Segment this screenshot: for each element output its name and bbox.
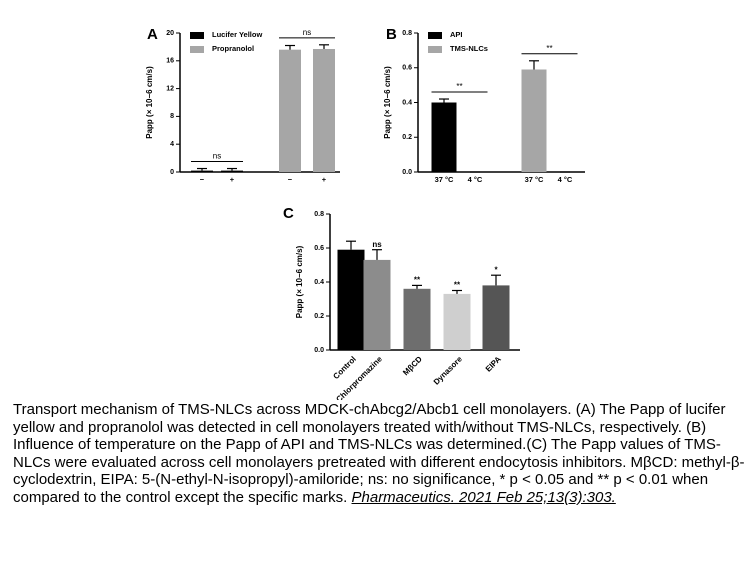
legend-label: Lucifer Yellow xyxy=(212,30,262,39)
bar xyxy=(443,293,471,350)
y-tick-label: 0.6 xyxy=(402,65,412,72)
bar xyxy=(521,69,547,172)
x-tick-label: − xyxy=(288,175,293,184)
legend-label: Propranolol xyxy=(212,44,254,53)
bar xyxy=(221,170,243,172)
bar xyxy=(482,285,510,350)
x-tick-label: 4 °C xyxy=(468,175,483,184)
citation[interactable]: Pharmaceutics. 2021 Feb 25;13(3):303. xyxy=(351,488,616,506)
y-tick-label: 20 xyxy=(166,30,174,37)
x-tick-label: EIPA xyxy=(484,354,503,373)
y-tick-label: 0.0 xyxy=(402,169,412,176)
x-tick-label: 37 °C xyxy=(435,175,454,184)
x-tick-label: − xyxy=(200,175,205,184)
panel-label: A xyxy=(147,26,158,43)
figure: A Papp (× 10−6 cm/s) 0 4 8 12 16 20 Lucifer Yell… xyxy=(145,26,585,400)
y-tick-label: 0 xyxy=(170,169,174,176)
x-tick-label: + xyxy=(322,175,327,184)
significance-label: ns xyxy=(303,28,311,37)
legend-label: API xyxy=(450,30,463,39)
significance-label: ns xyxy=(213,152,221,161)
x-tick-label: MβCD xyxy=(401,354,424,377)
x-tick-label: Dynasore xyxy=(432,354,465,387)
legend-swatch xyxy=(190,46,204,53)
legend-swatch xyxy=(428,46,442,53)
legend-swatch xyxy=(190,32,204,39)
y-axis-title: Papp (× 10−6 cm/s) xyxy=(383,66,392,139)
significance-label: * xyxy=(494,265,498,274)
panel-label: C xyxy=(283,205,294,222)
bar xyxy=(363,259,391,350)
y-tick-label: 0.6 xyxy=(314,245,324,252)
panel-label: B xyxy=(386,26,397,43)
y-axis-title: Papp (× 10−6 cm/s) xyxy=(295,245,304,318)
y-tick-label: 4 xyxy=(170,141,174,148)
significance-label: ** xyxy=(546,44,552,53)
x-tick-label: + xyxy=(230,175,235,184)
y-tick-label: 8 xyxy=(170,113,174,120)
y-tick-label: 0.0 xyxy=(314,347,324,354)
significance-label: ns xyxy=(372,240,382,249)
x-tick-label: 4 °C xyxy=(558,175,573,184)
y-tick-label: 16 xyxy=(166,58,174,65)
x-tick-label: Chlorpromazine xyxy=(334,354,384,400)
bar xyxy=(191,170,213,172)
y-tick-label: 0.8 xyxy=(314,211,324,218)
significance-label: ** xyxy=(414,276,421,285)
bar xyxy=(279,49,301,172)
y-tick-label: 0.2 xyxy=(402,134,412,141)
bar xyxy=(313,48,335,172)
significance-label: ** xyxy=(454,281,461,290)
legend-swatch xyxy=(428,32,442,39)
bar xyxy=(431,102,457,172)
y-tick-label: 12 xyxy=(166,85,174,92)
x-tick-label: 37 °C xyxy=(525,175,544,184)
bar xyxy=(403,288,431,350)
bar xyxy=(337,249,365,350)
caption-text: Transport mechanism of TMS-NLCs across M… xyxy=(13,401,745,506)
y-tick-label: 0.4 xyxy=(402,99,412,106)
caption: Transport mechanism of TMS-NLCs across M… xyxy=(13,401,751,507)
y-tick-label: 0.4 xyxy=(314,279,324,286)
y-tick-label: 0.8 xyxy=(402,30,412,37)
significance-label: ** xyxy=(456,82,462,91)
legend-label: TMS-NLCs xyxy=(450,44,488,53)
y-tick-label: 0.2 xyxy=(314,313,324,320)
y-axis-title: Papp (× 10−6 cm/s) xyxy=(145,66,154,139)
